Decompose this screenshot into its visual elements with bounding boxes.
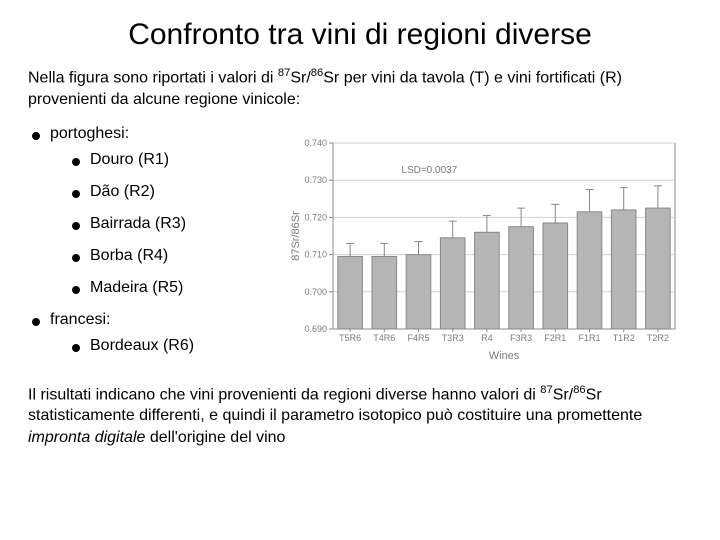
svg-text:0.740: 0.740 (304, 138, 327, 148)
svg-text:0.700: 0.700 (304, 286, 327, 296)
concl-sup1: 87 (540, 384, 552, 396)
list-item: Borba (R4) (72, 247, 268, 265)
intro-sup1: 87 (278, 67, 290, 79)
concl-sup2: 86 (573, 384, 585, 396)
svg-text:0.690: 0.690 (304, 324, 327, 334)
sr-ratio-bar-chart: 0.690 0.700 0.710 0.720 0.730 0.740 T5R6 T4R6 F4… (285, 135, 685, 365)
svg-text:F4R5: F4R5 (407, 333, 429, 343)
svg-text:87Sr/86Sr: 87Sr/86Sr (290, 210, 302, 260)
intro-text: Nella figura sono riportati i valori di … (28, 66, 692, 111)
chart-container: 0.690 0.700 0.710 0.720 0.730 0.740 T5R6 T4R6 F4… (278, 125, 692, 365)
intro-sup2: 86 (311, 67, 323, 79)
svg-text:T5R6: T5R6 (339, 333, 361, 343)
list-item: francesi: Bordeaux (R6) (32, 311, 268, 355)
list1-header: portoghesi: (50, 125, 129, 142)
list-item: portoghesi: Douro (R1) Dão (R2) Bairrada (… (32, 125, 268, 297)
svg-text:T2R2: T2R2 (647, 333, 669, 343)
conclusion-text: Il risultati indicano che vini provenien… (28, 383, 692, 449)
intro-mid1: Sr/ (290, 69, 310, 86)
svg-text:0.710: 0.710 (304, 249, 327, 259)
list-item: Douro (R1) (72, 151, 268, 169)
svg-text:0.730: 0.730 (304, 175, 327, 185)
svg-text:T1R2: T1R2 (613, 333, 635, 343)
concl-p3: dell'origine del vino (145, 429, 285, 446)
list2-header: francesi: (50, 311, 110, 328)
list-item: Bairrada (R3) (72, 215, 268, 233)
list-item: Dão (R2) (72, 183, 268, 201)
svg-text:T3R3: T3R3 (442, 333, 464, 343)
intro-pre: Nella figura sono riportati i valori di (28, 69, 278, 86)
concl-p1: Il risultati indicano che vini provenien… (28, 386, 540, 403)
concl-mid1: Sr/ (553, 386, 573, 403)
svg-text:LSD=0.0037: LSD=0.0037 (401, 164, 457, 175)
page-title: Confronto tra vini di regioni diverse (28, 18, 692, 52)
svg-text:F2R1: F2R1 (544, 333, 566, 343)
bullet-lists: portoghesi: Douro (R1) Dão (R2) Bairrada (… (28, 125, 268, 369)
content-row: portoghesi: Douro (R1) Dão (R2) Bairrada (… (28, 125, 692, 369)
concl-em: impronta digitale (28, 429, 145, 446)
svg-text:F3R3: F3R3 (510, 333, 532, 343)
svg-text:Wines: Wines (489, 350, 520, 362)
svg-text:F1R1: F1R1 (578, 333, 600, 343)
svg-text:R4: R4 (481, 333, 493, 343)
list-item: Bordeaux (R6) (72, 337, 268, 355)
svg-text:T4R6: T4R6 (373, 333, 395, 343)
svg-text:0.720: 0.720 (304, 212, 327, 222)
list-item: Madeira (R5) (72, 279, 268, 297)
